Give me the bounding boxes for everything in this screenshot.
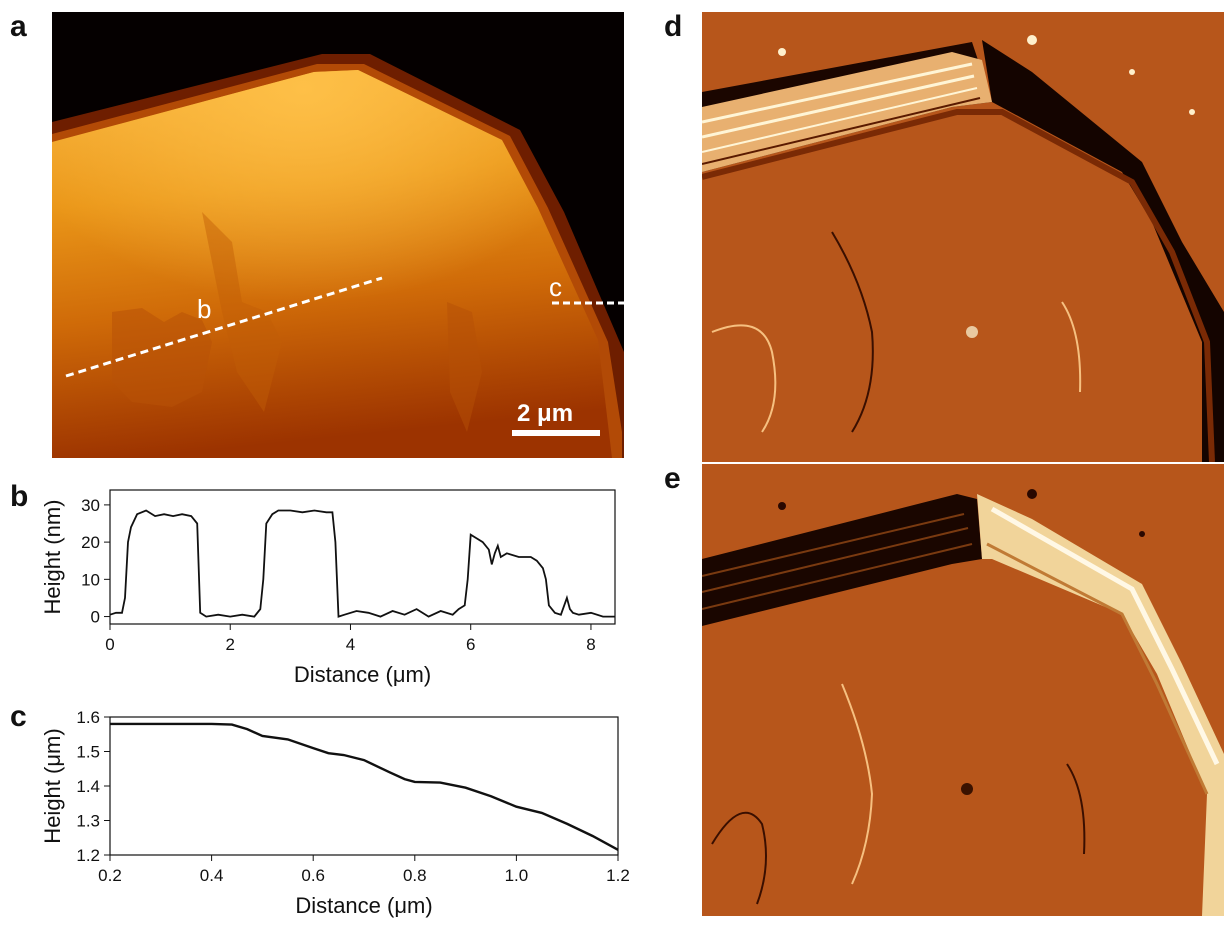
afm-deflection-svg-e [702, 464, 1224, 916]
chart-b-series-line [110, 511, 615, 617]
chart-c-xtick-label: 1.2 [606, 866, 630, 885]
deflection-e-particle [961, 783, 973, 795]
chart-b-xtick-label: 0 [105, 635, 114, 654]
deflection-e-particle [778, 502, 786, 510]
chart-c-frame [110, 717, 618, 855]
chart-c-ytick-label: 1.5 [76, 743, 100, 762]
scalebar [512, 430, 600, 436]
chart-b-xtick-label: 6 [466, 635, 475, 654]
chart-c-xtick-label: 0.2 [98, 866, 122, 885]
panel-label-a: a [10, 10, 27, 44]
afm-topography-image: b c 2 μm [52, 12, 624, 458]
height-profile-chart-b: 0 2 4 6 8 0 10 20 30 Distance (μm) Height (nm) [40, 478, 640, 698]
profile-label-c: c [549, 272, 562, 302]
panel-label-e: e [664, 462, 681, 496]
chart-c-ytick-label: 1.2 [76, 846, 100, 865]
profile-label-b: b [197, 294, 211, 324]
afm-deflection-image-d [702, 12, 1224, 462]
chart-c-ticks: 0.2 0.4 0.6 0.8 1.0 1.2 1.2 1.3 1.4 1.5 1.6 [76, 708, 629, 885]
afm-deflection-image-e [702, 464, 1224, 916]
height-profile-chart-c: 0.2 0.4 0.6 0.8 1.0 1.2 1.2 1.3 1.4 1.5 1.6 Distan… [40, 700, 640, 925]
chart-b-xtick-label: 8 [586, 635, 595, 654]
chart-b-ytick-label: 10 [81, 570, 100, 589]
panel-label-c: c [10, 700, 27, 734]
chart-c-xtick-label: 0.4 [200, 866, 224, 885]
chart-b-ytick-label: 0 [91, 608, 100, 627]
panel-label-d: d [664, 10, 682, 44]
chart-c-ytick-label: 1.4 [76, 777, 100, 796]
chart-c-xtick-label: 1.0 [505, 866, 529, 885]
chart-b-xtick-label: 4 [346, 635, 355, 654]
chart-b-ylabel: Height (nm) [40, 500, 65, 615]
deflection-d-particle [1189, 109, 1195, 115]
chart-c-ytick-label: 1.3 [76, 812, 100, 831]
chart-c-ylabel: Height (μm) [40, 728, 65, 843]
chart-c-series-line [110, 724, 618, 850]
scalebar-label: 2 μm [517, 400, 573, 427]
deflection-d-particle [1027, 35, 1037, 45]
chart-c-xlabel: Distance (μm) [295, 893, 432, 918]
deflection-e-particle [1139, 531, 1145, 537]
chart-b-ytick-label: 30 [81, 496, 100, 515]
chart-b-ytick-label: 20 [81, 533, 100, 552]
afm-deflection-svg-d [702, 12, 1224, 462]
chart-c-xtick-label: 0.6 [301, 866, 325, 885]
chart-b-frame [110, 490, 615, 624]
chart-b-xlabel: Distance (μm) [294, 662, 431, 687]
chart-b-ticks: 0 2 4 6 8 0 10 20 30 [81, 496, 596, 654]
panel-label-b: b [10, 480, 28, 514]
deflection-e-particle [1027, 489, 1037, 499]
chart-c-xtick-label: 0.8 [403, 866, 427, 885]
afm-topography-svg: b c 2 μm [52, 12, 624, 458]
deflection-d-particle [1129, 69, 1135, 75]
deflection-d-particle [778, 48, 786, 56]
chart-c-ytick-label: 1.6 [76, 708, 100, 727]
deflection-d-particle [966, 326, 978, 338]
chart-b-xtick-label: 2 [226, 635, 235, 654]
